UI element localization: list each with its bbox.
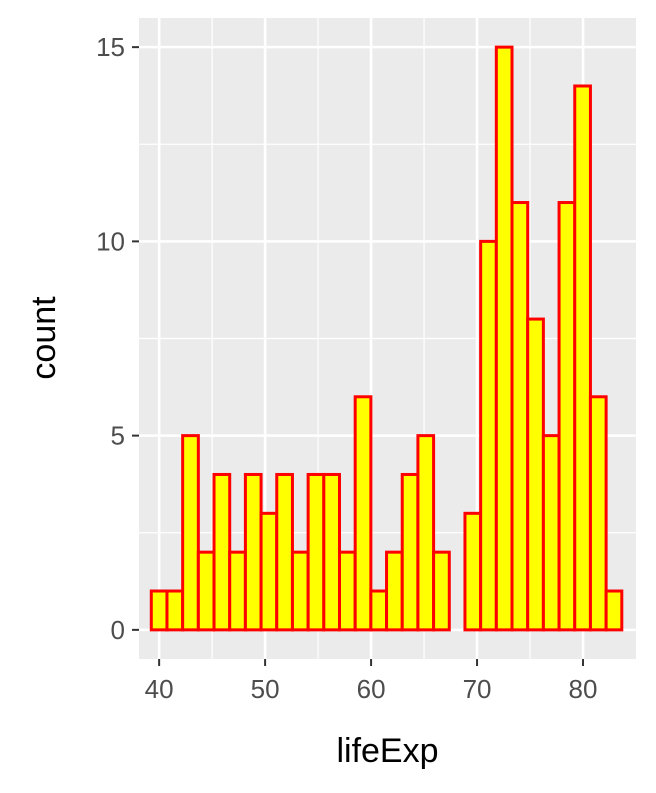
x-tick-label: 60 (357, 674, 386, 704)
histogram-bar (573, 84, 592, 632)
histogram-bar (588, 395, 608, 632)
histogram-bar (275, 472, 294, 632)
histogram-bar (322, 472, 341, 632)
histogram-bar (369, 589, 389, 632)
histogram-bar (259, 511, 279, 632)
histogram-bar (604, 589, 624, 632)
histogram-bar (385, 550, 404, 632)
histogram-bar (479, 239, 498, 632)
y-tick-label: 15 (96, 32, 125, 62)
histogram-bar (416, 434, 436, 632)
histogram-bar (228, 550, 247, 632)
histogram-bar (196, 550, 216, 632)
x-tick-label: 40 (145, 674, 174, 704)
y-axis: 0 5 10 15 (96, 32, 139, 645)
histogram-bar (463, 511, 483, 632)
histogram-bar (494, 45, 514, 632)
histogram-bar (510, 201, 530, 632)
histogram-bar (306, 472, 326, 632)
x-tick-label: 70 (463, 674, 492, 704)
histogram-bar (400, 472, 420, 632)
y-tick-label: 5 (111, 421, 125, 451)
histogram-bar (541, 434, 561, 632)
y-tick-label: 0 (111, 615, 125, 645)
y-tick-label: 10 (96, 226, 125, 256)
x-axis: 40 50 60 70 80 (145, 659, 598, 704)
histogram-bar (557, 201, 577, 632)
histogram-bar (212, 472, 232, 632)
x-axis-title: lifeExp (336, 732, 438, 770)
histogram-bar (149, 589, 169, 632)
y-axis-title: count (25, 296, 63, 380)
histogram-bar (337, 550, 357, 632)
histogram-bar (243, 472, 263, 632)
x-tick-label: 50 (251, 674, 280, 704)
histogram-bars (149, 45, 624, 632)
histogram-bar (353, 395, 373, 632)
histogram-bar (526, 317, 545, 632)
x-tick-label: 80 (569, 674, 598, 704)
histogram-bar (165, 589, 185, 632)
histogram-bar (181, 434, 200, 632)
histogram-bar (290, 550, 310, 632)
histogram-bar (432, 550, 451, 632)
